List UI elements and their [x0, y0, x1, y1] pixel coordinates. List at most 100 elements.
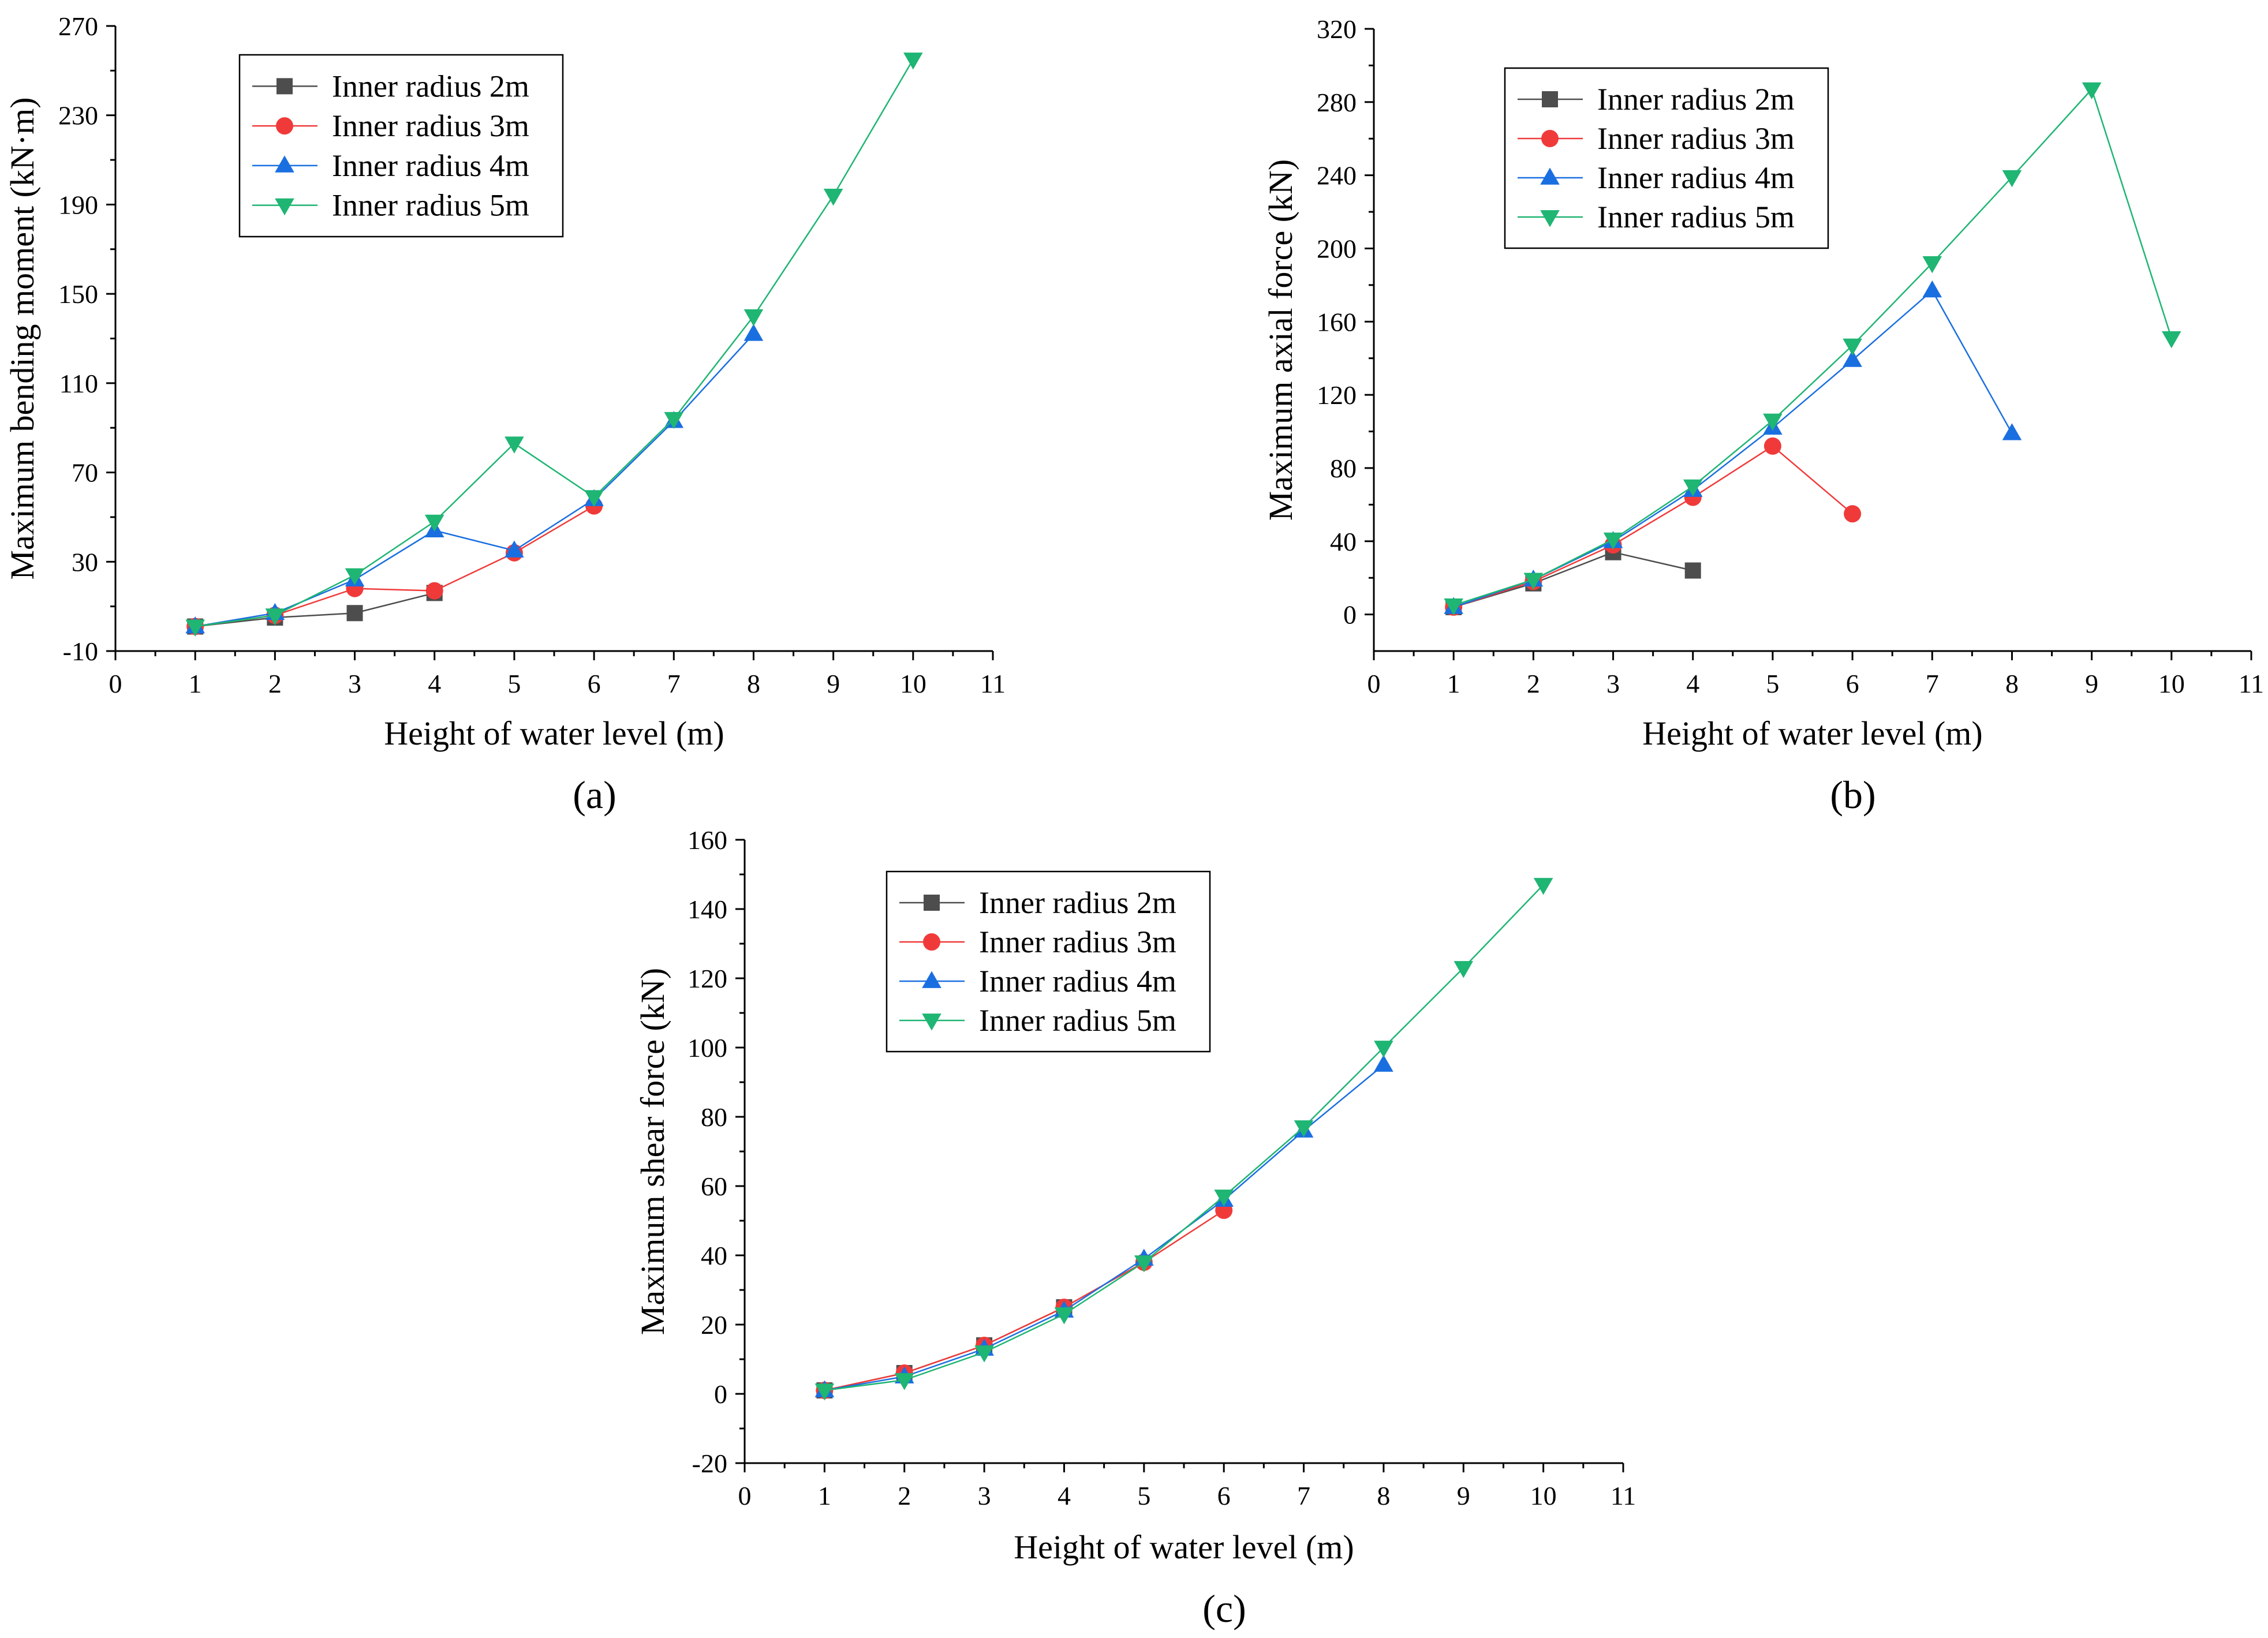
series-line	[824, 1209, 1224, 1392]
x-tick-label: 2	[268, 669, 282, 698]
series-line	[195, 59, 914, 627]
x-tick-label: 1	[818, 1481, 831, 1510]
y-tick-label: 60	[701, 1172, 727, 1201]
x-tick-label: 6	[1846, 669, 1859, 698]
legend-label: Inner radius 3m	[979, 925, 1176, 959]
series-inner-radius-4m	[1444, 280, 2022, 614]
data-point	[345, 568, 365, 585]
panel-c: 0 1 2 3 4 5 6 7 8 9 10 11 -20 0 20 40 60 80 100 120 140 160 He…	[634, 825, 1636, 1630]
data-point	[1444, 598, 1463, 616]
legend-marker	[924, 895, 940, 911]
y-tick-label: 160	[688, 825, 727, 855]
data-point	[903, 53, 923, 70]
x-tick-label: 0	[738, 1481, 752, 1510]
data-point	[1054, 1307, 1074, 1325]
legend-label: Inner radius 2m	[332, 69, 529, 103]
data-point	[346, 605, 363, 622]
data-point	[2082, 82, 2102, 100]
legend-label: Inner radius 5m	[979, 1003, 1176, 1038]
series-inner-radius-5m	[1444, 82, 2181, 616]
data-point	[814, 1383, 835, 1401]
y-axis-title: Maximum bending moment (kN·m)	[3, 97, 41, 579]
legend-label: Inner radius 4m	[332, 148, 529, 183]
series-line	[195, 505, 595, 627]
series-line	[1453, 88, 2173, 606]
x-tick-label: 3	[1606, 669, 1620, 698]
y-tick-label: 100	[688, 1033, 727, 1063]
series-line	[824, 1306, 1064, 1392]
data-point	[894, 1373, 914, 1390]
y-tick-label: 30	[72, 547, 98, 577]
legend-marker	[922, 1014, 941, 1031]
series-line	[1453, 289, 2013, 608]
x-tick-label: 7	[1297, 1481, 1310, 1510]
legend: Inner radius 2m Inner radius 3m Inner radi…	[1504, 67, 1829, 249]
y-tick-label: -20	[692, 1449, 727, 1478]
legend-marker	[276, 117, 293, 135]
data-point	[1683, 479, 1703, 497]
x-tick-label: 10	[900, 669, 926, 698]
x-tick-label: 9	[827, 669, 840, 698]
x-axis-title: Height of water level (m)	[1014, 1528, 1354, 1566]
x-tick-label: 7	[667, 669, 681, 698]
x-axis-title: Height of water level (m)	[1642, 715, 1982, 752]
y-tick-label: 0	[1343, 600, 1357, 630]
x-tick-label: 0	[1367, 669, 1381, 698]
legend-label: Inner radius 4m	[979, 964, 1176, 998]
data-point	[505, 540, 524, 558]
series-inner-radius-2m	[1445, 544, 1701, 615]
data-point	[664, 412, 684, 429]
y-tick-label: 80	[701, 1102, 727, 1132]
x-tick-label: 4	[1686, 669, 1699, 698]
data-point	[584, 490, 604, 507]
y-tick-label: 40	[701, 1241, 727, 1270]
data-point	[425, 582, 443, 600]
legend-box	[885, 870, 1211, 1053]
data-point	[185, 619, 205, 637]
series-line	[1453, 551, 1694, 608]
data-point	[1214, 1190, 1234, 1207]
x-tick-label: 7	[1926, 669, 1939, 698]
y-tick-label: 190	[58, 190, 98, 219]
data-point	[1523, 573, 1544, 590]
x-tick-label: 4	[1058, 1481, 1071, 1510]
x-tick-label: 10	[1530, 1481, 1557, 1510]
data-point	[265, 608, 285, 626]
legend-marker	[275, 198, 294, 216]
y-tick-label: 70	[72, 458, 98, 488]
y-tick-label: 320	[1317, 14, 1357, 44]
data-point	[2002, 170, 2022, 188]
data-point	[1844, 505, 1862, 523]
series-inner-radius-5m	[814, 878, 1553, 1401]
data-point	[1374, 1041, 1393, 1058]
legend-label: Inner radius 5m	[1597, 200, 1795, 234]
y-tick-label: 40	[1330, 527, 1357, 556]
legend-box	[1504, 67, 1829, 249]
y-tick-label: 140	[688, 895, 727, 924]
data-point	[1533, 878, 1553, 895]
legend-marker	[277, 78, 293, 95]
data-point	[2162, 331, 2181, 349]
x-tick-label: 5	[507, 669, 521, 698]
series-inner-radius-3m	[186, 497, 603, 635]
panel-label: (b)	[1830, 773, 1875, 817]
legend-marker	[1541, 130, 1559, 147]
legend-marker	[1540, 167, 1560, 185]
x-tick-label: 9	[2085, 669, 2098, 698]
data-point	[1843, 338, 1862, 356]
x-tick-label: 5	[1137, 1481, 1150, 1510]
x-tick-label: 1	[1447, 669, 1460, 698]
legend-box	[238, 54, 564, 238]
x-tick-label: 8	[747, 669, 760, 698]
data-point	[1684, 562, 1701, 579]
series-inner-radius-3m	[816, 1202, 1233, 1399]
x-tick-label: 1	[189, 669, 202, 698]
series-line	[824, 884, 1544, 1392]
y-tick-label: 0	[714, 1379, 727, 1409]
y-tick-label: 120	[688, 964, 727, 993]
x-tick-label: 3	[978, 1481, 991, 1510]
y-tick-label: 240	[1317, 161, 1357, 190]
legend-marker	[1540, 210, 1560, 227]
data-point	[1922, 280, 1942, 298]
